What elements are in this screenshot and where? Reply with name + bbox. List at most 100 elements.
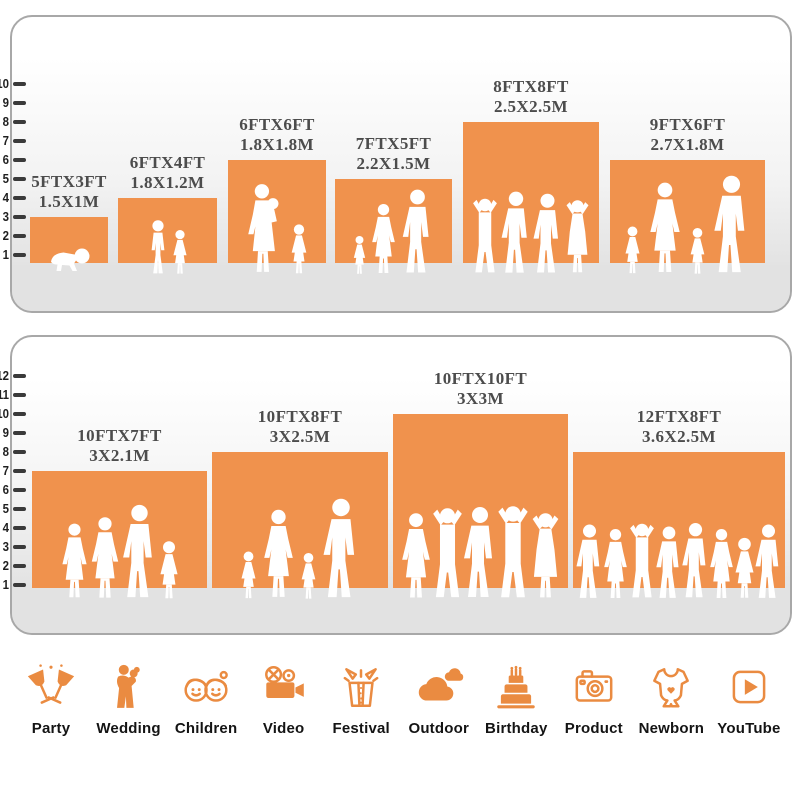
ruler-tick: [13, 431, 26, 435]
ruler-tick: [13, 215, 26, 219]
outdoor-icon: [414, 662, 464, 712]
backdrop-rect-10ftx10ft: [393, 414, 568, 588]
category-label: Product: [564, 720, 623, 737]
category-label: Video: [262, 720, 305, 737]
category-birthday: Birthday: [479, 662, 553, 737]
backdrop-size-label: 10FTX7FT 3X2.1M: [77, 426, 161, 466]
size-label-meters: 2.2X1.5M: [356, 154, 431, 173]
ruler-number: 12: [0, 368, 9, 383]
ruler-tick: [13, 412, 26, 416]
size-label-meters: 3X2.1M: [89, 446, 150, 465]
backdrop-size-label: 10FTX10FT 3X3M: [434, 369, 527, 409]
ruler-number: 7: [2, 133, 9, 148]
ruler-tick: [13, 393, 26, 397]
ruler-tick: [13, 507, 26, 511]
ruler-tick: [13, 450, 26, 454]
backdrop-rect-10ftx8ft: [212, 452, 388, 588]
category-product: Product: [557, 662, 631, 737]
ruler-number: 2: [2, 228, 9, 243]
ruler-number: 8: [2, 444, 9, 459]
size-label-meters: 1.8X1.8M: [239, 135, 315, 154]
size-label-feet: 5FTX3FT: [31, 172, 107, 191]
video-icon: [259, 662, 309, 712]
ruler-tick: [13, 469, 26, 473]
category-label: Wedding: [96, 720, 161, 737]
category-label: Birthday: [485, 720, 548, 737]
backdrop-plot: 5FTX3FT 1.5X1M 6FTX4FT 1.8X1.2M 6FTX6FT 1.8X1…: [10, 15, 792, 313]
backdrop-rect-9ftx6ft: [610, 160, 765, 263]
ruler-number: 3: [2, 209, 9, 224]
festival-icon: [336, 662, 386, 712]
ruler-tick: [13, 158, 26, 162]
product-icon: [569, 662, 619, 712]
ruler-number: 5: [2, 171, 9, 186]
size-label-feet: 6FTX6FT: [239, 115, 315, 134]
size-label-feet: 12FTX8FT: [636, 407, 722, 426]
size-label-meters: 3X3M: [457, 389, 504, 408]
size-label-meters: 3X2.5M: [269, 427, 331, 446]
backdrop-rect-10ftx7ft: [32, 471, 207, 588]
size-label-feet: 7FTX5FT: [355, 134, 432, 153]
size-label-feet: 10FTX7FT: [77, 426, 162, 445]
ruler-tick: [13, 82, 26, 86]
category-outdoor: Outdoor: [402, 662, 476, 737]
ruler-tick: [13, 253, 26, 257]
size-label-meters: 1.8X1.2M: [130, 173, 205, 192]
birthday-icon: [491, 662, 541, 712]
backdrop-size-label: 9FTX6FT 2.7X1.8M: [650, 115, 726, 155]
ruler-number: 2: [2, 558, 9, 573]
ruler-number: 6: [2, 482, 9, 497]
ruler-number: 4: [2, 520, 9, 535]
ruler-number: 3: [2, 539, 9, 554]
size-label-meters: 3.6X2.5M: [641, 427, 717, 446]
size-label-feet: 10FTX10FT: [433, 369, 528, 388]
category-label: Children: [174, 720, 238, 737]
ruler-number: 5: [2, 501, 9, 516]
ruler-tick: [13, 120, 26, 124]
ruler-tick: [13, 583, 26, 587]
category-youtube: YouTube: [712, 662, 786, 737]
category-label: Festival: [332, 720, 390, 737]
category-festival: Festival: [324, 662, 398, 737]
floor-strip: [12, 265, 790, 311]
backdrop-rect-7ftx5ft: [335, 179, 452, 263]
backdrop-size-label: 6FTX6FT 1.8X1.8M: [239, 115, 315, 155]
backdrop-size-label: 6FTX4FT 1.8X1.2M: [130, 153, 206, 193]
ruler-number: 7: [2, 463, 9, 478]
backdrop-size-label: 5FTX3FT 1.5X1M: [31, 172, 107, 212]
ruler-tick: [13, 374, 26, 378]
ruler-number: 4: [2, 190, 9, 205]
feet-ruler: 123456789101112: [0, 335, 792, 635]
size-label-meters: 2.5X2.5M: [493, 97, 569, 116]
backdrop-rect-8ftx8ft: [463, 122, 599, 263]
backdrop-size-label: 12FTX8FT 3.6X2.5M: [637, 407, 721, 447]
ruler-number: 1: [2, 247, 9, 262]
category-label: YouTube: [717, 720, 781, 737]
ruler-number: 11: [0, 387, 9, 402]
ruler-number: 10: [0, 76, 9, 91]
backdrop-plot: 10FTX7FT 3X2.1M 10FTX8FT 3X2.5M 10FTX10FT 3X3…: [10, 335, 792, 635]
ruler-tick: [13, 234, 26, 238]
ruler-number: 10: [0, 406, 9, 421]
category-children: Children: [169, 662, 243, 737]
ruler-tick: [13, 177, 26, 181]
category-video: Video: [247, 662, 321, 737]
category-newborn: Newborn: [634, 662, 708, 737]
backdrop-size-label: 8FTX8FT 2.5X2.5M: [493, 77, 569, 117]
size-label-feet: 10FTX8FT: [257, 407, 343, 426]
ruler-number: 1: [2, 577, 9, 592]
backdrop-rect-5ftx3ft: [30, 217, 108, 263]
size-label-feet: 8FTX8FT: [493, 77, 569, 96]
size-label-feet: 6FTX4FT: [129, 153, 206, 172]
category-wedding: Wedding: [92, 662, 166, 737]
party-icon: [26, 662, 76, 712]
feet-ruler: 1 2 3 4 5 6 7 8 9 10: [0, 15, 792, 313]
category-label: Newborn: [638, 720, 705, 737]
ruler-tick: [13, 526, 26, 530]
ruler-tick: [13, 196, 26, 200]
ruler-number: 8: [2, 114, 9, 129]
newborn-icon: [646, 662, 696, 712]
ruler-tick: [13, 101, 26, 105]
ruler-tick: [13, 488, 26, 492]
